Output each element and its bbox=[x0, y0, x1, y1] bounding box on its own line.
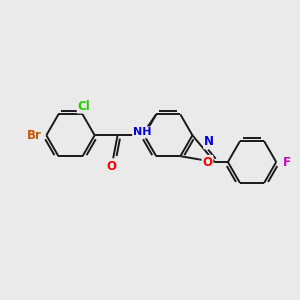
Text: O: O bbox=[107, 160, 117, 173]
Text: O: O bbox=[202, 156, 212, 169]
Text: N: N bbox=[204, 135, 214, 148]
Text: Br: Br bbox=[27, 129, 41, 142]
Text: NH: NH bbox=[133, 127, 152, 137]
Text: F: F bbox=[283, 155, 290, 169]
Text: Cl: Cl bbox=[78, 100, 90, 112]
